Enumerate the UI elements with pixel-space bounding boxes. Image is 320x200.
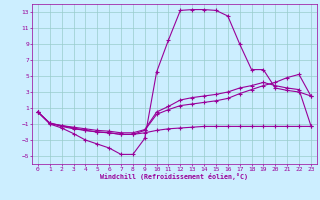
X-axis label: Windchill (Refroidissement éolien,°C): Windchill (Refroidissement éolien,°C) [100,173,248,180]
